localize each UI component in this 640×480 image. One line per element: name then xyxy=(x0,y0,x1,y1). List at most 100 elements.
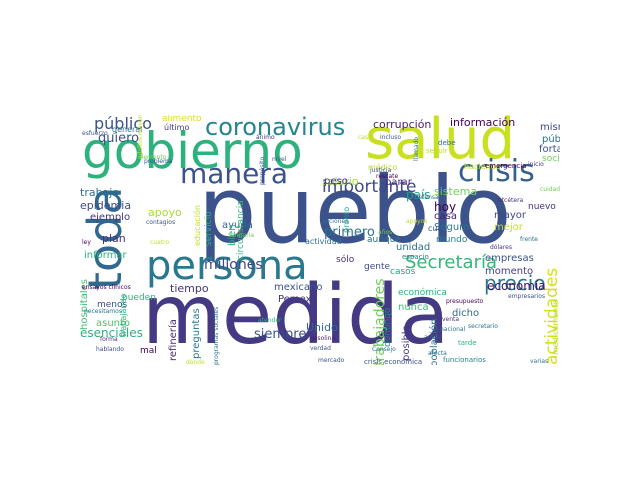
word: mal xyxy=(140,346,157,356)
word: unidad xyxy=(396,242,431,253)
word: fortaleza xyxy=(539,144,560,155)
word: alimento xyxy=(162,115,202,124)
word-cloud: pueblo medida gobierno persona salud tod… xyxy=(80,115,560,365)
word: población xyxy=(429,318,440,365)
word: posible xyxy=(401,325,412,361)
word: adultos mayores xyxy=(137,115,144,159)
word: precio xyxy=(484,271,546,295)
word: contagios xyxy=(146,219,176,226)
word: etcétera xyxy=(498,197,524,204)
word: público xyxy=(94,115,152,133)
word: arriba xyxy=(424,334,442,341)
word: atender xyxy=(258,317,282,324)
word: Consejo xyxy=(372,346,396,353)
word: mayor xyxy=(494,210,527,221)
word: mundo xyxy=(436,235,468,245)
word: millones xyxy=(204,257,263,273)
word: casos xyxy=(390,267,416,277)
word: gente xyxy=(364,262,391,272)
word: venta xyxy=(442,316,460,323)
word: Pemex xyxy=(278,294,312,305)
word: dólares xyxy=(490,244,512,251)
word: justicia xyxy=(370,167,392,174)
word: caso xyxy=(358,134,372,141)
word: país xyxy=(406,188,431,202)
word: económica xyxy=(398,288,447,298)
word: domingo xyxy=(383,307,393,347)
word: sistema xyxy=(434,185,478,198)
word: emergencia xyxy=(485,162,527,170)
word: salud xyxy=(365,115,516,172)
word: gasolina xyxy=(310,335,336,342)
word: programas sociales xyxy=(213,306,220,365)
word: ley xyxy=(82,239,91,246)
word: peso xyxy=(324,176,348,187)
word: social xyxy=(542,154,560,164)
word: quiero xyxy=(98,131,140,146)
word: nacional xyxy=(440,326,466,333)
word: dónde xyxy=(186,359,205,366)
word: elemento xyxy=(138,154,167,161)
word: problema xyxy=(144,158,173,165)
word: ayuda xyxy=(222,220,253,231)
word: Seguro xyxy=(434,222,470,233)
word: presupuesto xyxy=(446,298,484,305)
word: dicho xyxy=(452,308,480,319)
word: varias xyxy=(530,358,549,365)
word: forma xyxy=(100,336,118,343)
word: refinería xyxy=(168,319,179,361)
word: medida xyxy=(142,268,450,363)
word: cuál xyxy=(428,224,445,233)
word: funcionarios xyxy=(443,356,486,364)
word: crisis xyxy=(458,154,535,189)
word: tiempo xyxy=(170,282,209,295)
word: casa xyxy=(434,211,457,222)
word: nunca xyxy=(398,302,429,313)
word: Unido xyxy=(306,321,338,334)
word: asunto xyxy=(96,318,131,329)
word: inicio xyxy=(528,161,544,168)
word: corrupción xyxy=(373,118,432,131)
word: debe xyxy=(438,139,456,147)
word: espacio xyxy=(402,253,429,261)
word: esenciales xyxy=(80,326,143,340)
word: trabajo xyxy=(80,186,120,199)
word: tarde xyxy=(458,339,477,347)
word: mexicano xyxy=(274,282,323,293)
word: general xyxy=(112,125,143,134)
word: crisis económica xyxy=(364,358,423,366)
word: médico xyxy=(368,163,398,172)
word: verdad xyxy=(310,345,331,352)
word: empresarios xyxy=(508,293,546,300)
word: hoy xyxy=(434,200,457,214)
word: apoyos xyxy=(406,218,428,225)
word: gobierno xyxy=(82,122,303,180)
word: propósito xyxy=(259,156,266,185)
word: sanitaria xyxy=(228,232,255,239)
word: empresas xyxy=(485,253,534,264)
word: ánimo xyxy=(256,134,275,141)
word: ensayos clínicos xyxy=(82,284,131,291)
word: mejor xyxy=(494,222,523,233)
word: afecta xyxy=(428,350,447,357)
word: secretario xyxy=(468,323,498,330)
word: sólo xyxy=(336,255,355,265)
word: circunstancia xyxy=(236,200,246,260)
word: ejemplo xyxy=(90,212,131,223)
word: epidemia xyxy=(80,199,132,212)
word: cuidado xyxy=(540,186,560,193)
word: mercado xyxy=(318,357,345,364)
word: cuatro xyxy=(150,239,170,246)
word: actividad xyxy=(305,237,342,246)
word: manera xyxy=(180,157,289,190)
word: esfuerzo xyxy=(82,130,108,137)
word: medicamento xyxy=(551,299,560,355)
word: primero xyxy=(324,225,375,240)
word: necesitamos xyxy=(84,308,122,315)
word: trabajando xyxy=(119,293,128,337)
word: incluso xyxy=(380,134,402,141)
word: momento xyxy=(485,266,534,277)
word: apoyo xyxy=(148,206,182,219)
word: años xyxy=(378,229,393,236)
word: aunque xyxy=(367,235,401,245)
